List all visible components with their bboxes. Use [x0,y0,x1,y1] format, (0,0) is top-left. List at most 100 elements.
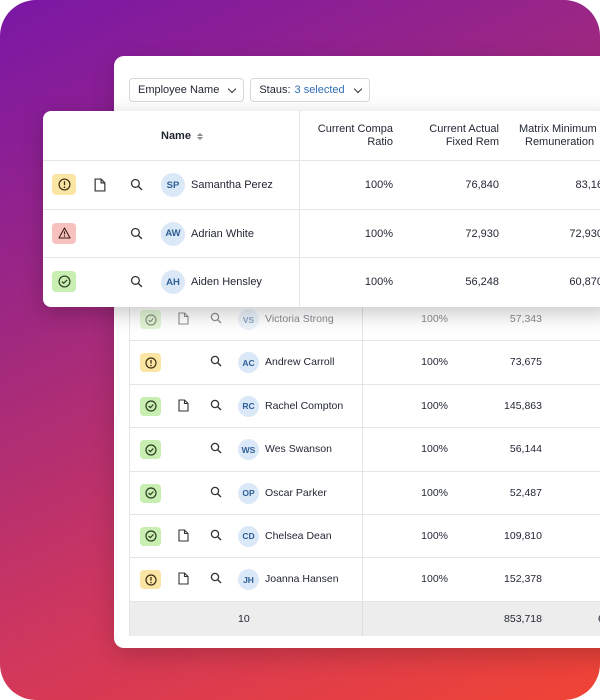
search-icon[interactable] [210,355,222,370]
status-error-icon[interactable] [52,222,76,244]
matrix-min-rem: 60,870 [569,276,600,288]
status-warning-icon[interactable] [52,174,76,195]
name-header-label: Name [161,130,191,142]
table-row[interactable]: VS Victoria Strong 100% 57,343 [130,298,600,342]
compa-ratio: 100% [364,276,393,288]
total-matrix-min: 6 [598,613,600,625]
header-line: Ratio [367,136,393,148]
table-row[interactable]: JH Joanna Hansen 100% 152,378 [130,558,600,602]
employee-name: Samantha Perez [191,179,273,191]
employee-name-filter-label: Employee Name [138,84,220,96]
avatar: AC [238,352,259,374]
search-icon[interactable] [210,486,222,501]
document-icon[interactable] [178,572,189,588]
avatar: CD [238,525,259,547]
compa-ratio: 100% [421,313,448,325]
table-row[interactable]: RC Rachel Compton 100% 145,863 [130,384,600,429]
actual-fixed-rem: 145,863 [504,399,542,412]
table-footer: 10 853,718 6 [130,601,600,636]
table-row[interactable]: AH Aiden Hensley 100% 56,248 60,870 [43,258,600,307]
table-row[interactable]: WS Wes Swanson 100% 56,144 [130,428,600,472]
matrix-min-rem: 72,930 [569,227,600,240]
table-row[interactable]: SP Samantha Perez 100% 76,840 83,16 [43,161,600,210]
actual-fixed-rem: 73,675 [509,356,542,369]
table-row[interactable]: CD Chelsea Dean 100% 109,810 [130,514,600,559]
compa-ratio: 100% [421,443,448,456]
status-ok-icon[interactable] [140,526,161,546]
search-icon[interactable] [210,312,222,327]
document-icon[interactable] [178,399,189,415]
compa-ratio: 100% [364,179,393,191]
status-ok-icon[interactable] [140,440,161,460]
actual-fixed-rem: 152,378 [504,573,542,586]
header-line: Fixed Rem [445,136,499,148]
status-ok-icon[interactable] [52,271,76,292]
employee-name: Aiden Hensley [191,276,262,288]
status-ok-icon[interactable] [140,310,161,329]
actual-fixed-rem: 76,840 [465,179,499,191]
search-icon[interactable] [210,442,222,457]
employee-name: Oscar Parker [265,486,327,499]
avatar: JH [238,569,259,591]
header-line: Current Compa [317,123,393,135]
actual-fixed-rem: 52,487 [509,486,542,499]
total-fixed-rem: 853,718 [504,612,542,625]
table-row[interactable]: AC Andrew Carroll 100% 73,675 [130,341,600,385]
header-line: Remuneration [525,136,595,148]
name-column-header[interactable]: Name [161,130,203,142]
status-ok-icon[interactable] [140,396,161,416]
status-ok-icon[interactable] [140,483,161,503]
row-count: 10 [238,612,250,625]
actual-fixed-column-header[interactable]: Current Actual Fixed Rem [409,123,499,149]
avatar: AH [161,270,185,294]
actual-fixed-rem: 57,343 [509,313,542,325]
search-icon[interactable] [210,572,222,587]
table-row[interactable]: AW Adrian White 100% 72,930 72,930 [43,209,600,258]
employee-table: VS Victoria Strong 100% 57,343 AC Andrew… [129,298,600,636]
matrix-min-column-header[interactable]: Matrix Minimum Remuneration [519,123,600,149]
employee-name: Chelsea Dean [265,529,332,542]
actual-fixed-rem: 72,930 [465,227,499,240]
highlighted-rows-card: Name Current Compa Ratio Current Actual … [43,111,600,307]
avatar: OP [238,482,259,504]
status-filter[interactable]: Staus: 3 selected [250,78,370,102]
avatar: AW [161,221,185,246]
search-icon[interactable] [130,275,143,291]
employee-name-filter[interactable]: Employee Name [129,78,245,102]
status-warning-icon[interactable] [140,570,161,590]
compa-ratio: 100% [421,356,448,369]
search-icon[interactable] [210,399,222,414]
avatar: SP [161,173,185,197]
employee-name: Andrew Carroll [265,356,335,369]
status-warning-icon[interactable] [140,353,161,373]
status-filter-label: Staus: [259,84,291,96]
status-filter-value: 3 selected [294,84,345,96]
search-icon[interactable] [130,178,143,194]
search-icon[interactable] [130,227,143,243]
header-line: Matrix Minimum [519,123,597,135]
compa-ratio: 100% [364,227,393,240]
filter-bar: Employee Name Staus: 3 selected [129,78,370,102]
sort-icon[interactable] [196,132,203,140]
employee-name: Wes Swanson [265,443,332,456]
matrix-min-rem: 83,16 [575,179,600,191]
actual-fixed-rem: 109,810 [504,529,542,542]
compa-ratio: 100% [421,399,448,412]
actual-fixed-rem: 56,248 [465,276,499,288]
compa-ratio-column-header[interactable]: Current Compa Ratio [303,123,393,149]
avatar: VS [238,309,259,330]
table-row[interactable]: OP Oscar Parker 100% 52,487 [130,471,600,515]
avatar: RC [238,395,259,417]
header-line: Current Actual [429,123,499,135]
compa-ratio: 100% [421,529,448,542]
actual-fixed-rem: 56,144 [509,443,542,456]
document-icon[interactable] [94,178,106,195]
employee-name: Joanna Hansen [265,573,339,586]
document-icon[interactable] [178,312,189,328]
compa-ratio: 100% [421,573,448,586]
compa-ratio: 100% [421,486,448,499]
document-icon[interactable] [178,529,189,545]
search-icon[interactable] [210,529,222,544]
chevron-down-icon [353,84,362,93]
